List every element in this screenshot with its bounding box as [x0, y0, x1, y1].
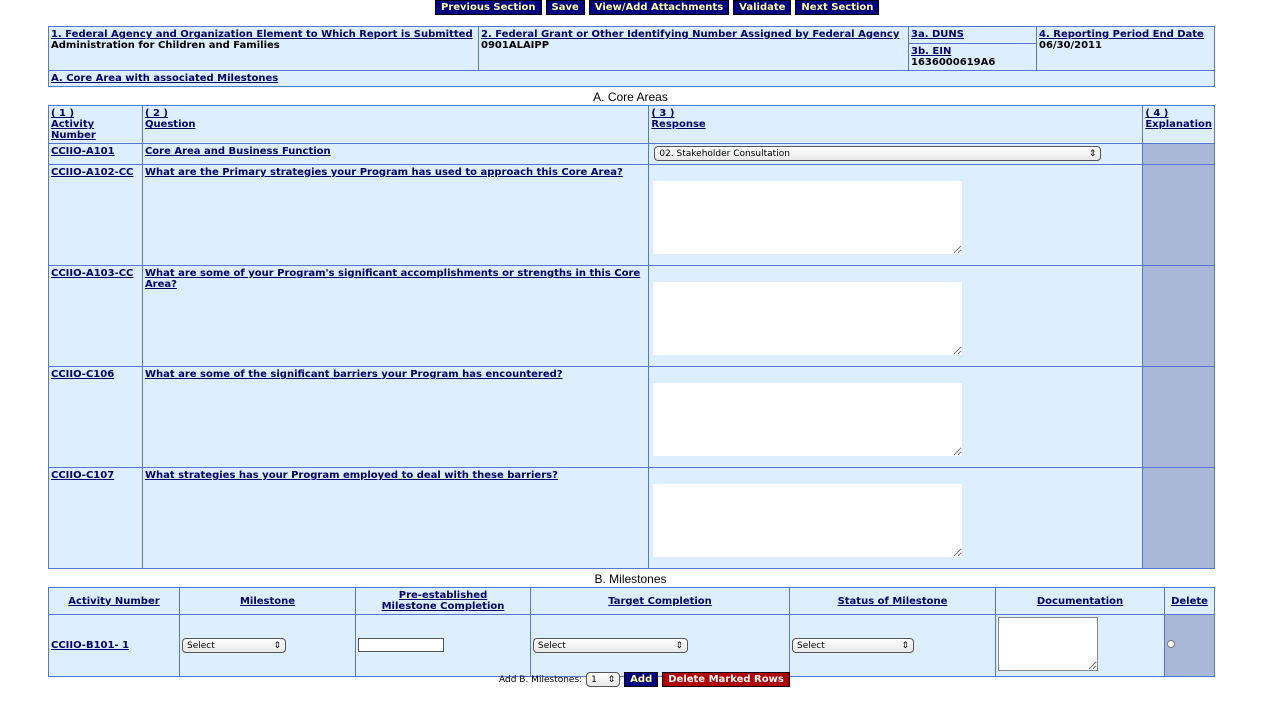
attachments-button[interactable]: View/Add Attachments — [588, 0, 730, 15]
activity-link[interactable]: CCIIO-C106 — [51, 369, 115, 380]
next-section-button[interactable]: Next Section — [795, 0, 880, 15]
chevron-updown-icon: ⇕ — [901, 640, 909, 651]
ein-label[interactable]: 3b. EIN — [911, 46, 952, 57]
period-label[interactable]: 4. Reporting Period End Date — [1039, 29, 1204, 40]
chevron-updown-icon: ⇕ — [607, 674, 616, 685]
select-value: Select — [187, 640, 215, 651]
question-link[interactable]: Core Area and Business Function — [144, 146, 331, 157]
col-delete[interactable]: Delete — [1171, 595, 1208, 607]
col-documentation[interactable]: Documentation — [1036, 595, 1124, 607]
status-select[interactable]: Select ⇕ — [792, 638, 914, 653]
validate-button[interactable]: Validate — [733, 0, 792, 15]
explanation-cell — [1142, 164, 1215, 266]
col-num[interactable]: ( 4 ) — [1145, 108, 1169, 119]
add-milestones-bar: Add B. Milestones: 1 ⇕ Add Delete Marked … — [499, 672, 790, 687]
activity-link[interactable]: CCIIO-A103-CC — [51, 268, 134, 279]
add-button[interactable]: Add — [624, 672, 659, 687]
chevron-updown-icon: ⇕ — [1088, 148, 1097, 159]
completion-input[interactable] — [358, 638, 444, 653]
response-select[interactable]: 02. Stakeholder Consultation ⇕ — [654, 146, 1102, 161]
previous-section-button[interactable]: Previous Section — [435, 0, 542, 15]
add-count-select[interactable]: 1 ⇕ — [586, 672, 621, 687]
activity-link[interactable]: CCIIO-C107 — [51, 470, 115, 481]
col-target-completion[interactable]: Target Completion — [608, 595, 712, 607]
delete-marked-rows-button[interactable]: Delete Marked Rows — [662, 672, 790, 687]
delete-checkbox[interactable] — [1167, 640, 1175, 648]
col-num[interactable]: ( 3 ) — [651, 108, 675, 119]
activity-link[interactable]: CCIIO-A102-CC — [51, 167, 134, 178]
question-link[interactable]: What strategies has your Program employe… — [144, 470, 558, 481]
ein-value: 1636000619A6 — [911, 57, 996, 68]
question-link[interactable]: What are some of your Program's signific… — [144, 268, 641, 290]
activity-link[interactable]: CCIIO-B101- 1 — [51, 640, 130, 651]
response-textarea[interactable] — [653, 181, 963, 254]
activity-link[interactable]: CCIIO-A101 — [51, 146, 115, 157]
grant-label[interactable]: 2. Federal Grant or Other Identifying Nu… — [481, 29, 900, 40]
table-row: CCIIO-A103-CC What are some of your Progr… — [48, 265, 1215, 367]
documentation-textarea[interactable] — [998, 617, 1098, 671]
core-areas-title: A. Core Areas — [593, 90, 668, 104]
col-question[interactable]: Question — [144, 119, 196, 130]
response-value: 02. Stakeholder Consultation — [659, 148, 790, 159]
target-select[interactable]: Select ⇕ — [533, 638, 688, 653]
col-response[interactable]: Response — [651, 119, 706, 130]
duns-label[interactable]: 3a. DUNS — [911, 29, 964, 40]
table-row: CCIIO-A101 Core Area and Business Functi… — [48, 143, 1215, 165]
question-link[interactable]: What are the Primary strategies your Pro… — [144, 167, 623, 178]
select-value: 1 — [591, 674, 597, 685]
report-header: 1. Federal Agency and Organization Eleme… — [48, 26, 1215, 87]
explanation-cell — [1142, 265, 1215, 367]
chevron-updown-icon: ⇕ — [675, 640, 683, 651]
explanation-cell — [1142, 467, 1215, 569]
explanation-cell — [1142, 143, 1215, 165]
question-link[interactable]: What are some of the significant barrier… — [144, 369, 563, 380]
milestones-table: Activity Number Milestone Pre-establishe… — [48, 587, 1215, 677]
add-milestones-label: Add B. Milestones: — [499, 674, 583, 685]
col-milestone-completion[interactable]: Milestone Completion — [381, 601, 505, 612]
col-status[interactable]: Status of Milestone — [837, 595, 948, 607]
col-activity-number[interactable]: Activity Number — [51, 119, 96, 141]
core-area-link[interactable]: A. Core Area with associated Milestones — [51, 73, 279, 84]
grant-value: 0901ALAIPP — [481, 40, 550, 51]
table-row: CCIIO-C106 What are some of the significa… — [48, 366, 1215, 468]
col-milestone[interactable]: Milestone — [239, 595, 296, 607]
agency-label[interactable]: 1. Federal Agency and Organization Eleme… — [51, 29, 473, 40]
explanation-cell — [1142, 366, 1215, 468]
select-value: Select — [538, 640, 566, 651]
core-areas-table: ( 1 ) Activity Number ( 2 ) Question ( 3 )… — [48, 105, 1215, 569]
col-activity-number[interactable]: Activity Number — [68, 595, 160, 607]
table-row: CCIIO-C107 What strategies has your Progr… — [48, 467, 1215, 569]
milestone-select[interactable]: Select ⇕ — [182, 638, 286, 653]
table-row: CCIIO-B101- 1 Select ⇕ Select ⇕ Select ⇕ — [48, 614, 1215, 677]
response-textarea[interactable] — [653, 383, 963, 456]
col-explanation[interactable]: Explanation — [1145, 119, 1212, 130]
save-button[interactable]: Save — [545, 0, 585, 15]
toolbar: Previous Section Save View/Add Attachmen… — [435, 0, 880, 15]
period-value: 06/30/2011 — [1039, 40, 1102, 51]
response-textarea[interactable] — [653, 282, 963, 355]
col-num[interactable]: ( 2 ) — [144, 108, 168, 119]
chevron-updown-icon: ⇕ — [273, 640, 281, 651]
col-num[interactable]: ( 1 ) — [51, 108, 75, 119]
milestones-title: B. Milestones — [594, 572, 667, 586]
agency-value: Administration for Children and Families — [51, 40, 280, 51]
col-pre-established[interactable]: Pre-established — [398, 590, 488, 601]
table-row: CCIIO-A102-CC What are the Primary strate… — [48, 164, 1215, 266]
select-value: Select — [797, 640, 825, 651]
response-textarea[interactable] — [653, 484, 963, 557]
